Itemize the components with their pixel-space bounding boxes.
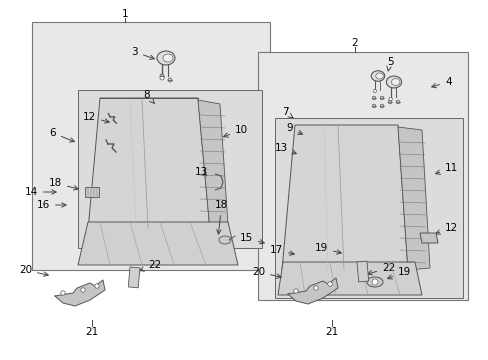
Polygon shape: [278, 262, 421, 295]
Bar: [274, 118, 462, 298]
Ellipse shape: [370, 71, 384, 81]
Circle shape: [373, 90, 376, 93]
Polygon shape: [397, 127, 429, 270]
Circle shape: [95, 284, 99, 288]
Text: 10: 10: [223, 125, 247, 137]
Text: 14: 14: [25, 187, 56, 197]
Bar: [85, 187, 99, 197]
Text: 18: 18: [215, 200, 228, 234]
Polygon shape: [287, 278, 337, 304]
Bar: [32, 22, 269, 270]
Text: 2: 2: [351, 38, 358, 48]
Text: 13: 13: [274, 143, 296, 154]
Text: 5: 5: [386, 57, 392, 71]
Text: 19: 19: [314, 243, 341, 254]
Ellipse shape: [219, 236, 230, 244]
Text: 6: 6: [49, 128, 74, 142]
Text: 3: 3: [131, 47, 154, 59]
Circle shape: [168, 78, 172, 82]
Bar: [78, 90, 262, 248]
Text: 22: 22: [367, 263, 394, 275]
Circle shape: [61, 291, 65, 295]
Text: 22: 22: [140, 260, 161, 271]
Polygon shape: [88, 98, 209, 230]
Circle shape: [371, 279, 377, 285]
Polygon shape: [55, 280, 105, 306]
Text: 20: 20: [251, 267, 281, 278]
Polygon shape: [282, 125, 407, 270]
Text: 4: 4: [431, 77, 451, 88]
Polygon shape: [419, 233, 437, 243]
Text: 12: 12: [82, 112, 109, 123]
Bar: [356, 261, 368, 282]
Circle shape: [160, 74, 163, 78]
Text: 15: 15: [239, 233, 264, 244]
Text: 16: 16: [37, 200, 66, 210]
Circle shape: [160, 76, 163, 80]
Circle shape: [81, 288, 85, 292]
Text: 17: 17: [269, 245, 294, 255]
Polygon shape: [198, 100, 227, 230]
Ellipse shape: [157, 51, 175, 65]
Circle shape: [371, 96, 375, 100]
Text: 11: 11: [435, 163, 457, 174]
Text: 19: 19: [387, 267, 410, 279]
Ellipse shape: [391, 78, 399, 85]
Text: 9: 9: [286, 123, 302, 134]
Circle shape: [395, 100, 399, 104]
Circle shape: [380, 104, 383, 108]
Text: 21: 21: [325, 327, 338, 337]
Circle shape: [371, 104, 375, 108]
Text: 18: 18: [49, 178, 78, 190]
Circle shape: [313, 286, 318, 290]
Bar: [258, 52, 467, 300]
Text: 13: 13: [195, 167, 208, 177]
Circle shape: [327, 282, 331, 286]
Text: 1: 1: [122, 9, 128, 19]
Ellipse shape: [366, 277, 382, 287]
Ellipse shape: [375, 73, 383, 79]
Circle shape: [387, 100, 391, 104]
Ellipse shape: [386, 76, 401, 88]
Text: 20: 20: [19, 265, 48, 276]
Polygon shape: [78, 222, 238, 265]
Text: 12: 12: [435, 223, 457, 234]
Text: 21: 21: [85, 327, 99, 337]
Circle shape: [388, 97, 391, 101]
Text: 7: 7: [281, 107, 293, 118]
Text: 8: 8: [142, 90, 154, 103]
Ellipse shape: [163, 54, 173, 62]
Bar: [128, 267, 140, 288]
Circle shape: [380, 96, 383, 100]
Circle shape: [293, 289, 298, 293]
